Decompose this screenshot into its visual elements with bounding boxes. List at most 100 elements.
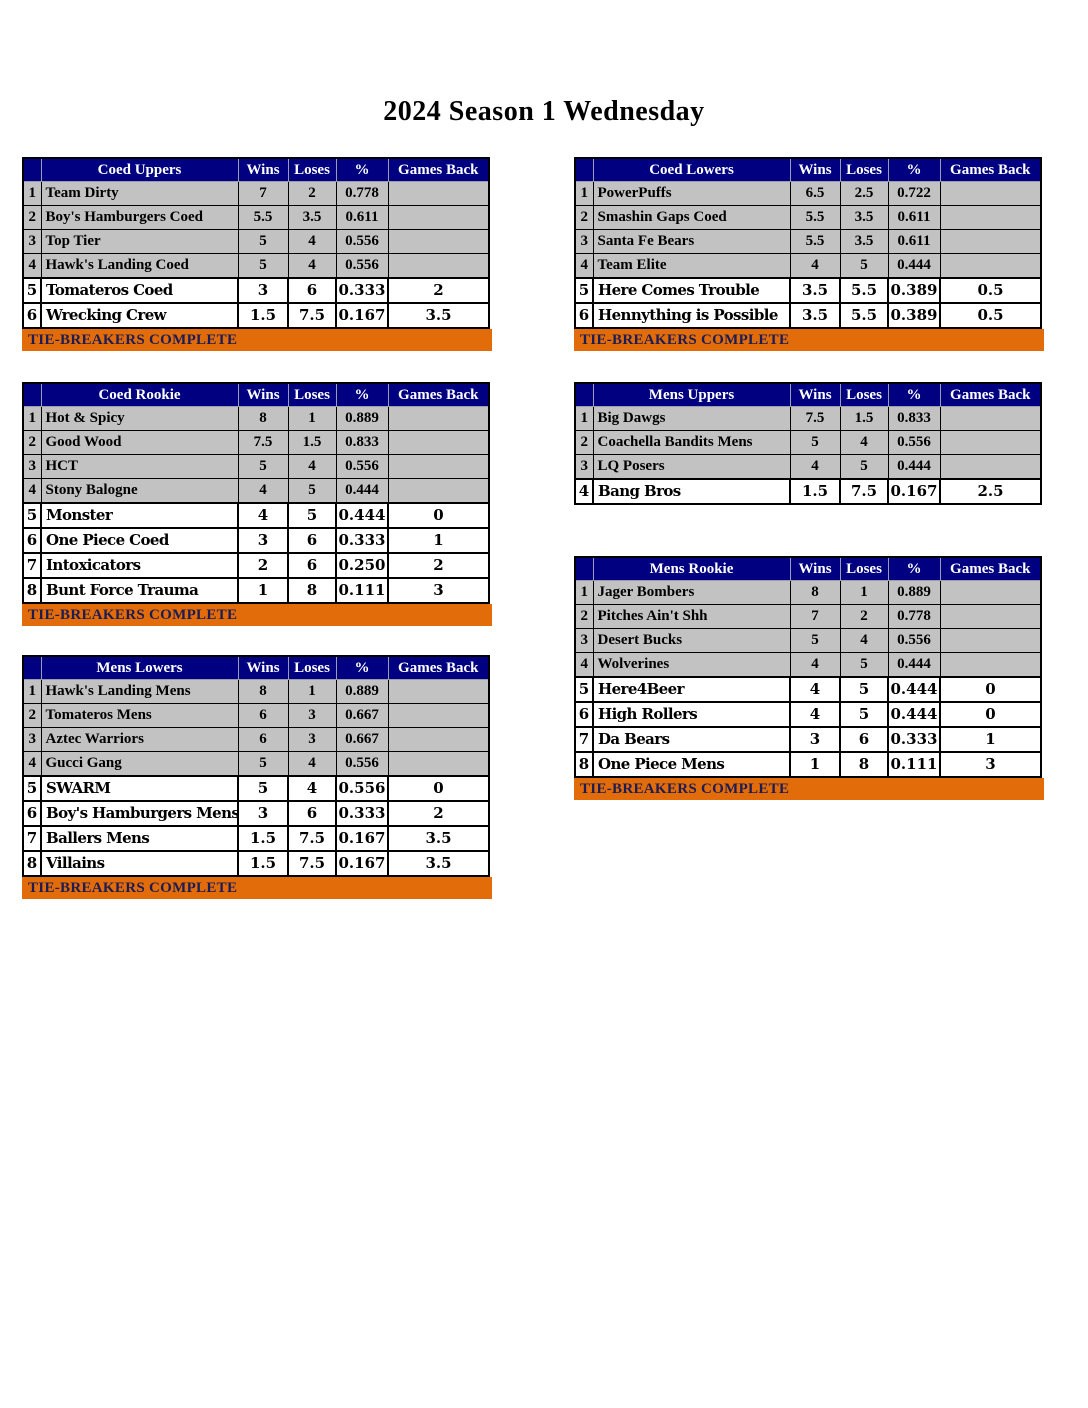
pct-cell: 0.556 — [887, 628, 941, 653]
team-name-cell: Wolverines — [592, 652, 791, 678]
table-row: 1 Hawk's Landing Mens 8 1 0.889 — [22, 679, 490, 704]
wins-cell: 6 — [237, 703, 289, 728]
table-row: 2 Good Wood 7.5 1.5 0.833 — [22, 430, 490, 455]
pct-cell: 0.167 — [335, 850, 389, 877]
table-row: 8 Bunt Force Trauma 1 8 0.111 3 — [22, 577, 490, 604]
pct-column-header: % — [335, 655, 389, 680]
mens-uppers-table: Mens Uppers Wins Loses% Games Back 1 Big Dawg… — [574, 382, 1042, 505]
loses-cell: 4 — [287, 253, 337, 279]
loses-cell: 3.5 — [839, 229, 889, 254]
pct-cell: 0.556 — [335, 454, 389, 479]
games-back-cell — [387, 703, 490, 728]
rank-cell: 4 — [574, 478, 594, 505]
team-name-cell: Intoxicators — [40, 552, 239, 579]
loses-cell: 5 — [839, 701, 889, 728]
rank-cell: 5 — [22, 502, 42, 529]
header-row: Coed Uppers Wins Loses% Games Back — [22, 157, 490, 182]
rank-cell: 3 — [574, 628, 594, 653]
loses-cell: 7.5 — [287, 825, 337, 852]
table-row: 4 Stony Balogne 4 5 0.444 — [22, 478, 490, 504]
loses-column-header: Loses — [839, 382, 889, 407]
wins-cell: 1.5 — [237, 302, 289, 329]
wins-column-header: Wins — [789, 556, 841, 581]
games-back-cell: 2 — [387, 552, 490, 579]
rank-cell: 8 — [22, 577, 42, 604]
rank-cell: 5 — [22, 277, 42, 304]
loses-cell: 7.5 — [287, 302, 337, 329]
games-back-cell — [387, 229, 490, 254]
pct-cell: 0.778 — [887, 604, 941, 629]
wins-cell: 3 — [237, 277, 289, 304]
table-row: 6 One Piece Coed 3 6 0.333 1 — [22, 527, 490, 554]
wins-cell: 5 — [789, 430, 841, 455]
table-row: 8 One Piece Mens 1 8 0.111 3 — [574, 751, 1042, 778]
table-row: 3 LQ Posers 4 5 0.444 — [574, 454, 1042, 480]
loses-cell: 1.5 — [287, 430, 337, 455]
loses-cell: 5 — [287, 502, 337, 529]
pct-cell: 0.111 — [887, 751, 941, 778]
team-name-cell: Monster — [40, 502, 239, 529]
wins-cell: 7.5 — [237, 430, 289, 455]
table-row: 7 Intoxicators 2 6 0.250 2 — [22, 552, 490, 579]
loses-cell: 4 — [839, 430, 889, 455]
loses-cell: 2 — [839, 604, 889, 629]
rank-cell: 3 — [22, 727, 42, 752]
rank-cell: 2 — [22, 205, 42, 230]
pct-cell: 0.889 — [887, 580, 941, 605]
pct-cell: 0.611 — [887, 229, 941, 254]
pct-cell: 0.722 — [887, 181, 941, 206]
coed-uppers-table: Coed Uppers Wins Loses% Games Back 1 Team Dir… — [22, 157, 492, 351]
rank-cell: 5 — [574, 676, 594, 703]
loses-column-header: Loses — [287, 655, 337, 680]
pct-cell: 0.167 — [335, 825, 389, 852]
rank-cell: 1 — [22, 679, 42, 704]
games-back-cell — [939, 406, 1042, 431]
games-back-cell — [939, 253, 1042, 279]
table-row: 3 Santa Fe Bears 5.5 3.5 0.611 — [574, 229, 1042, 254]
games-back-cell: 0 — [939, 676, 1042, 703]
team-name-cell: Big Dawgs — [592, 406, 791, 431]
loses-cell: 1 — [839, 580, 889, 605]
pct-cell: 0.444 — [335, 502, 389, 529]
loses-cell: 8 — [839, 751, 889, 778]
pct-cell: 0.833 — [335, 430, 389, 455]
table-row: 5 Tomateros Coed 3 6 0.333 2 — [22, 277, 490, 304]
rank-cell: 3 — [574, 229, 594, 254]
rank-cell: 4 — [574, 253, 594, 279]
standings-table: Mens Lowers Wins Loses% Games Back 1 Hawk's L… — [22, 655, 490, 877]
header-row: Mens Uppers Wins Loses% Games Back — [574, 382, 1042, 407]
games-back-column-header: Games Back — [939, 382, 1042, 407]
games-back-cell — [939, 181, 1042, 206]
header-row: Mens Rookie Wins Loses% Games Back — [574, 556, 1042, 581]
wins-cell: 4 — [789, 454, 841, 480]
wins-cell: 3 — [237, 800, 289, 827]
loses-cell: 4 — [287, 454, 337, 479]
rank-cell: 4 — [22, 478, 42, 504]
games-back-cell: 3.5 — [387, 302, 490, 329]
games-back-cell — [387, 751, 490, 777]
games-back-cell — [387, 727, 490, 752]
pct-cell: 0.611 — [335, 205, 389, 230]
table-row: 6 Hennything is Possible 3.5 5.5 0.389 0.5 — [574, 302, 1042, 329]
page-title: 2024 Season 1 Wednesday — [383, 96, 705, 127]
pct-cell: 0.889 — [335, 679, 389, 704]
loses-cell: 3.5 — [839, 205, 889, 230]
games-back-cell — [387, 679, 490, 704]
games-back-column-header: Games Back — [387, 382, 490, 407]
loses-cell: 3 — [287, 703, 337, 728]
rank-cell: 7 — [22, 825, 42, 852]
pct-cell: 0.167 — [335, 302, 389, 329]
team-name-cell: Team Dirty — [40, 181, 239, 206]
pct-cell: 0.333 — [335, 800, 389, 827]
games-back-cell — [939, 205, 1042, 230]
team-name-cell: Here4Beer — [592, 676, 791, 703]
team-name-cell: Bang Bros — [592, 478, 791, 505]
table-row: 4 Team Elite 4 5 0.444 — [574, 253, 1042, 279]
games-back-cell: 3 — [939, 751, 1042, 778]
header-row: Coed Rookie Wins Loses% Games Back — [22, 382, 490, 407]
table-row: 1 Big Dawgs 7.5 1.5 0.833 — [574, 406, 1042, 431]
team-name-cell: Team Elite — [592, 253, 791, 279]
rank-cell: 8 — [22, 850, 42, 877]
wins-cell: 8 — [237, 406, 289, 431]
rank-cell: 3 — [22, 454, 42, 479]
